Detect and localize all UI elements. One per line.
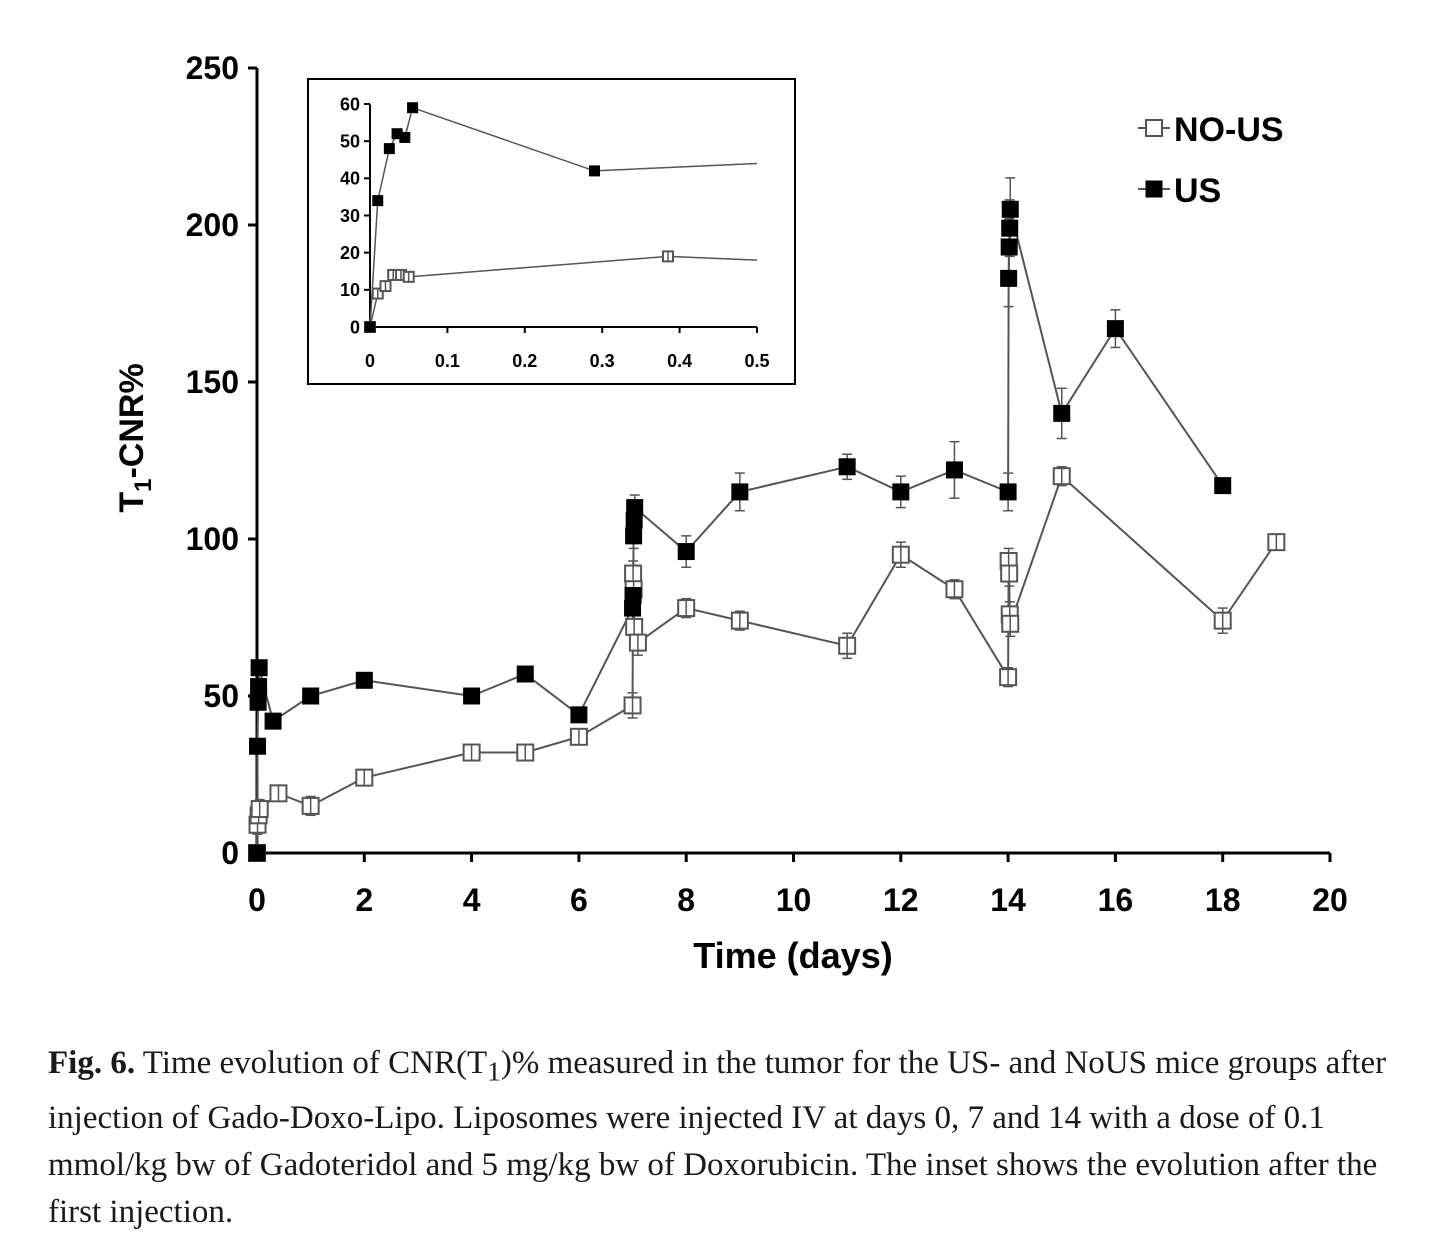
- main-us-point: [1001, 219, 1019, 237]
- caption-subscript: 1: [487, 1055, 501, 1087]
- main-us-point: [626, 499, 644, 517]
- main-markers: [248, 200, 1286, 862]
- inset-us-point: [407, 102, 419, 114]
- main-no-us-line: [256, 474, 1278, 854]
- main-us-point: [1214, 477, 1232, 495]
- inset-y-tick-label-50: 50: [340, 131, 360, 151]
- main-us-point: [249, 737, 267, 755]
- figure-caption: Fig. 6. Time evolution of CNR(T1)% measu…: [48, 1040, 1418, 1236]
- main-y-tick-label-250: 250: [186, 50, 239, 86]
- main-x-tick-label-2: 2: [355, 882, 373, 918]
- main-x-tick-label-6: 6: [570, 882, 588, 918]
- main-us-point: [1000, 238, 1018, 256]
- inset-us-point: [588, 165, 600, 177]
- main-us-point: [945, 461, 963, 479]
- inset-frame: [307, 78, 796, 385]
- legend-item-no-us: NO-US: [1138, 111, 1284, 149]
- main-y-tick-label-100: 100: [186, 521, 239, 557]
- main-y-tick-label-50: 50: [203, 678, 239, 714]
- main-us-point: [264, 712, 282, 730]
- main-x-tick-label-14: 14: [990, 882, 1026, 918]
- main-y-tick-label-150: 150: [186, 364, 239, 400]
- main-x-tick-label-10: 10: [776, 882, 812, 918]
- legend-marker-us: [1145, 180, 1163, 198]
- main-us-point: [624, 587, 642, 605]
- main-us-point: [1106, 320, 1124, 338]
- caption-text-part-1: Time evolution of CNR(T: [135, 1045, 488, 1081]
- inset-x-tick-label-0: 0: [365, 351, 375, 371]
- main-us-point: [731, 483, 749, 501]
- inset-y-tick-label-20: 20: [340, 243, 360, 263]
- main-y-tick-label-0: 0: [221, 835, 239, 871]
- inset-x-tick-label-0-3: 0.3: [590, 351, 615, 371]
- main-us-point: [250, 678, 268, 696]
- legend-label-no-us: NO-US: [1174, 111, 1284, 149]
- inset-x-tick-label-0-5: 0.5: [744, 351, 769, 371]
- inset-us-point: [399, 131, 411, 143]
- main-us-point: [355, 671, 373, 689]
- main-x-tick-label-4: 4: [463, 882, 481, 918]
- inset-plot: 0 0.1 0.2 0.3 0.4 0.5 0 10 20 30 40 50 60: [307, 78, 796, 385]
- inset-axes: 0 0.1 0.2 0.3 0.4 0.5 0 10 20 30 40 50 60: [340, 94, 770, 371]
- inset-y-tick-label-30: 30: [340, 206, 360, 226]
- inset-us-point: [383, 143, 395, 155]
- main-us-point: [248, 844, 266, 862]
- main-x-tick-label-12: 12: [883, 882, 919, 918]
- legend-marker-no-us: [1145, 119, 1163, 137]
- x-axis-label: Time (days): [693, 935, 892, 976]
- inset-y-tick-label-60: 60: [340, 94, 360, 114]
- main-us-point: [625, 527, 643, 545]
- inset-us-point: [364, 321, 376, 333]
- inset-x-tick-label-0-1: 0.1: [435, 351, 460, 371]
- main-x-tick-label-16: 16: [1098, 882, 1134, 918]
- caption-figure-label: Fig. 6.: [48, 1045, 136, 1081]
- main-us-point: [1000, 269, 1018, 287]
- main-us-point: [892, 483, 910, 501]
- main-us-point: [999, 483, 1017, 501]
- main-x-tick-label-18: 18: [1205, 882, 1241, 918]
- main-us-point: [677, 543, 695, 561]
- main-us-point: [1001, 200, 1019, 218]
- inset-y-tick-label-0: 0: [350, 317, 360, 337]
- main-y-tick-label-200: 200: [186, 207, 239, 243]
- inset-x-tick-label-0-4: 0.4: [667, 351, 692, 371]
- legend: NO-US US: [1138, 111, 1284, 210]
- main-us-point: [302, 687, 320, 705]
- inset-us-point: [372, 195, 384, 207]
- main-us-point: [249, 693, 267, 711]
- inset-y-tick-label-10: 10: [340, 280, 360, 300]
- inset-markers: [364, 102, 674, 333]
- main-us-point: [838, 458, 856, 476]
- main-x-tick-label-8: 8: [677, 882, 695, 918]
- main-us-point: [570, 706, 588, 724]
- main-x-tick-label-20: 20: [1312, 882, 1348, 918]
- inset-y-tick-label-40: 40: [340, 169, 360, 189]
- main-x-tick-label-0: 0: [248, 882, 266, 918]
- legend-item-us: US: [1138, 172, 1221, 210]
- legend-label-us: US: [1174, 172, 1221, 210]
- figure: 0 2 4 6 8 10 12 14 16 18 20 0 50 100 150 200 250 T1-CNR%…: [113, 50, 1348, 976]
- main-us-point: [463, 687, 481, 705]
- main-us-point: [1053, 404, 1071, 422]
- y-axis-label: T1-CNR%: [113, 363, 157, 512]
- main-us-point: [250, 659, 268, 677]
- main-us-point: [516, 665, 534, 683]
- inset-x-tick-label-0-2: 0.2: [512, 351, 537, 371]
- caption-text-part-2: )% measured in the tumor for the US- and…: [48, 1045, 1387, 1230]
